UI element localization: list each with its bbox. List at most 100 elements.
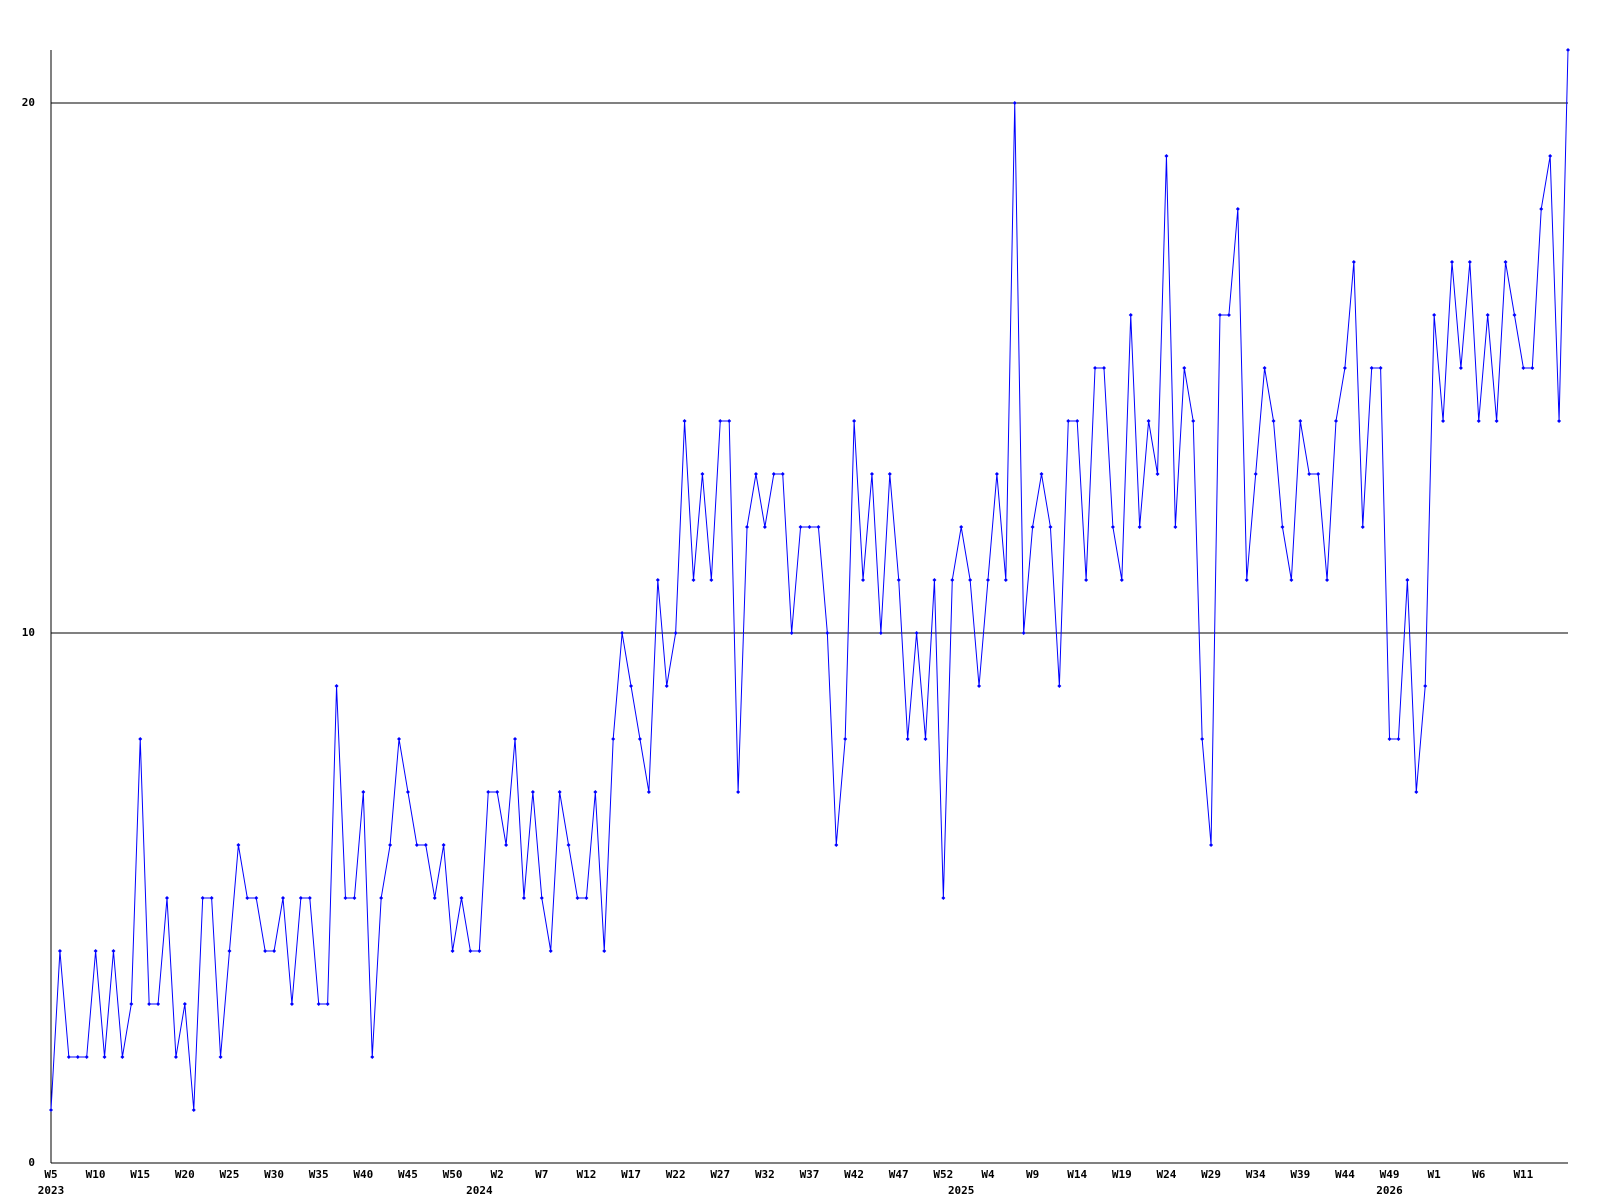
- point: [1512, 313, 1517, 317]
- point: [816, 525, 821, 529]
- point: [173, 1055, 178, 1059]
- point: [977, 684, 982, 688]
- point: [1137, 525, 1142, 529]
- x-tick-label: W19: [1112, 1168, 1132, 1181]
- point: [762, 525, 767, 529]
- point: [1030, 525, 1035, 529]
- point: [664, 684, 669, 688]
- point: [691, 578, 696, 582]
- point: [325, 1002, 330, 1006]
- point: [477, 949, 482, 953]
- x-tick-label: W12: [576, 1168, 596, 1181]
- point: [1146, 419, 1151, 423]
- point: [102, 1055, 107, 1059]
- point: [825, 631, 830, 635]
- point: [1548, 154, 1553, 158]
- point: [1021, 631, 1026, 635]
- point: [1155, 472, 1160, 476]
- point: [1191, 419, 1196, 423]
- point: [611, 737, 616, 741]
- point: [450, 949, 455, 953]
- x-tick-label: W32: [755, 1168, 775, 1181]
- point: [878, 631, 883, 635]
- point: [361, 790, 366, 794]
- point: [1441, 419, 1446, 423]
- point: [397, 737, 402, 741]
- point: [1262, 366, 1267, 370]
- x-tick-label: W47: [889, 1168, 909, 1181]
- x-tick-label: W34: [1246, 1168, 1266, 1181]
- year-label: 2024: [466, 1184, 493, 1197]
- point: [218, 1055, 223, 1059]
- point: [66, 1055, 71, 1059]
- point: [950, 578, 955, 582]
- point: [843, 737, 848, 741]
- point: [646, 790, 651, 794]
- year-label: 2025: [948, 1184, 975, 1197]
- point: [1253, 472, 1258, 476]
- point: [93, 949, 98, 953]
- point: [352, 896, 357, 900]
- point: [513, 737, 518, 741]
- point: [316, 1002, 321, 1006]
- point: [75, 1055, 80, 1059]
- point: [548, 949, 553, 953]
- point: [539, 896, 544, 900]
- point: [852, 419, 857, 423]
- point: [798, 525, 803, 529]
- point: [530, 790, 535, 794]
- point: [1325, 578, 1330, 582]
- point: [1200, 737, 1205, 741]
- point: [1003, 578, 1008, 582]
- x-tick-label: W25: [220, 1168, 240, 1181]
- x-tick-label: W49: [1380, 1168, 1400, 1181]
- point: [1485, 313, 1490, 317]
- point: [1369, 366, 1374, 370]
- point: [1351, 260, 1356, 264]
- point: [334, 684, 339, 688]
- point: [1093, 366, 1098, 370]
- point: [1128, 313, 1133, 317]
- point: [727, 419, 732, 423]
- point: [138, 737, 143, 741]
- x-tick-label: W30: [264, 1168, 284, 1181]
- y-tick-label: 0: [28, 1156, 35, 1169]
- point: [1557, 419, 1562, 423]
- point: [1458, 366, 1463, 370]
- point: [423, 843, 428, 847]
- point: [1066, 419, 1071, 423]
- point: [1209, 843, 1214, 847]
- point: [1476, 419, 1481, 423]
- point: [414, 843, 419, 847]
- point: [1396, 737, 1401, 741]
- x-tick-label: W24: [1157, 1168, 1177, 1181]
- point: [1119, 578, 1124, 582]
- point: [1084, 578, 1089, 582]
- point: [1075, 419, 1080, 423]
- point: [156, 1002, 161, 1006]
- point: [780, 472, 785, 476]
- point: [111, 949, 116, 953]
- x-tick-label: W15: [130, 1168, 150, 1181]
- x-tick-label: W29: [1201, 1168, 1221, 1181]
- point: [1039, 472, 1044, 476]
- point: [432, 896, 437, 900]
- point: [182, 1002, 187, 1006]
- point: [1539, 207, 1544, 211]
- point: [896, 578, 901, 582]
- point: [620, 631, 625, 635]
- point: [1101, 366, 1106, 370]
- point: [1530, 366, 1535, 370]
- point: [1432, 313, 1437, 317]
- point: [584, 896, 589, 900]
- point: [709, 578, 714, 582]
- point: [1173, 525, 1178, 529]
- x-tick-label: W35: [309, 1168, 329, 1181]
- point: [298, 896, 303, 900]
- point: [968, 578, 973, 582]
- x-tick-label: W7: [535, 1168, 548, 1181]
- point: [959, 525, 964, 529]
- x-tick-label: W4: [981, 1168, 995, 1181]
